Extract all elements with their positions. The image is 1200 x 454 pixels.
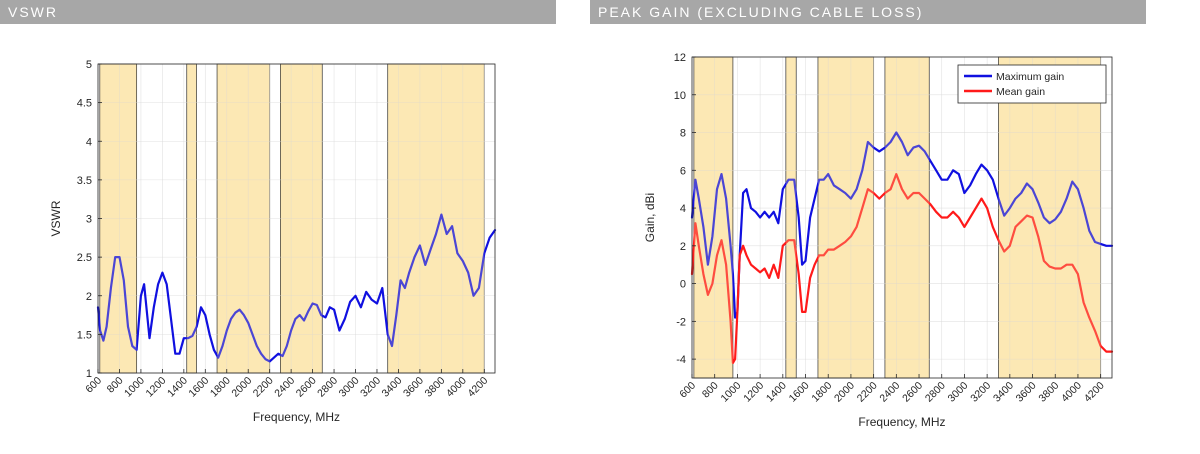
vswr-section-header: VSWR [0,0,556,24]
chart0-ytick-label-5: 3.5 [77,175,92,187]
chart0-ytick-label-0: 1 [86,368,92,380]
gain-section-header: PEAK GAIN (EXCLUDING CABLE LOSS) [590,0,1146,24]
chart1-x-axis-label: Frequency, MHz [858,415,945,429]
chart0-y-axis-label: VSWR [49,200,63,236]
chart0-ytick-label-7: 4.5 [77,98,92,110]
chart1-band-4 [998,56,1102,379]
chart1-legend-label-0: Maximum gain [996,71,1064,83]
chart0-x-axis-label: Frequency, MHz [253,410,340,424]
gain-section-title: PEAK GAIN (EXCLUDING CABLE LOSS) [598,4,924,20]
chart1-band-overlay-3 [884,57,930,378]
chart1-band-overlay-0 [693,57,733,378]
chart1-band-overlay-1 [785,57,797,378]
chart1-band-2 [817,56,875,379]
chart1-series-0 [690,131,1114,319]
chart1-ytick-label-3: 2 [680,241,686,253]
chart1-xtick-label-17: 4000 [1059,380,1084,405]
chart1-xtick-label-10: 2600 [900,380,925,405]
chart1-xtick-label-9: 2400 [877,380,902,405]
chart1-axes-frame [691,56,1113,379]
chart0-band-overlay-0 [99,64,137,373]
chart1-ytick-label-6: 8 [680,128,686,140]
chart1-band-overlay-2 [818,57,874,378]
chart0-ytick-label-3: 2.5 [77,252,92,264]
chart1-xtick-label-0: 600 [677,380,698,401]
chart0-ytick-label-8: 5 [86,59,92,71]
chart1-xtick-label-16: 3800 [1036,380,1061,405]
chart1-xtick-label-4: 1400 [764,380,789,405]
chart1-xtick-label-15: 3600 [1014,380,1039,405]
chart1-ytick-label-8: 12 [674,52,686,64]
chart0-ytick-label-1: 1.5 [77,329,92,341]
chart1-ytick-label-0: -4 [676,354,686,366]
chart1-legend-label-1: Mean gain [996,86,1045,98]
chart1-ytick-label-2: 0 [680,279,686,291]
chart1-band-overlay-4 [998,57,1101,378]
chart1-xtick-label-12: 3000 [946,380,971,405]
chart0-series-0 [96,213,497,363]
chart1-xtick-label-3: 1200 [741,380,766,405]
chart1-xtick-label-8: 2200 [855,380,880,405]
chart1-ytick-label-7: 10 [674,90,686,102]
vswr-section-title: VSWR [8,4,58,20]
chart1-xtick-label-18: 4200 [1082,380,1107,405]
chart1-legend-box [957,64,1107,104]
chart0-band-overlay-4 [387,64,485,373]
chart0-ytick-label-6: 4 [86,136,92,148]
chart1-ytick-label-4: 4 [680,203,686,215]
chart1-xtick-label-7: 2000 [832,380,857,405]
chart1-xtick-label-14: 3400 [991,380,1016,405]
chart1-xtick-label-5: 1600 [787,380,812,405]
chart0-band-overlay-1 [186,64,197,373]
chart0-ytick-label-2: 2 [86,291,92,303]
chart1-y-axis-label: Gain, dBi [643,193,657,242]
chart1-series-1 [690,173,1114,364]
chart0-band-overlay-2 [217,64,270,373]
chart1-xtick-label-13: 3200 [968,380,993,405]
chart1-xtick-label-1: 800 [700,380,721,401]
chart0-ytick-label-4: 3 [86,214,92,226]
chart1-ytick-label-5: 6 [680,165,686,177]
chart1-xtick-label-6: 1800 [809,380,834,405]
chart0-band-overlay-3 [280,64,323,373]
chart1-ytick-label-1: -2 [676,316,686,328]
chart1-xtick-label-2: 1000 [719,380,744,405]
chart1-xtick-label-11: 2800 [923,380,948,405]
